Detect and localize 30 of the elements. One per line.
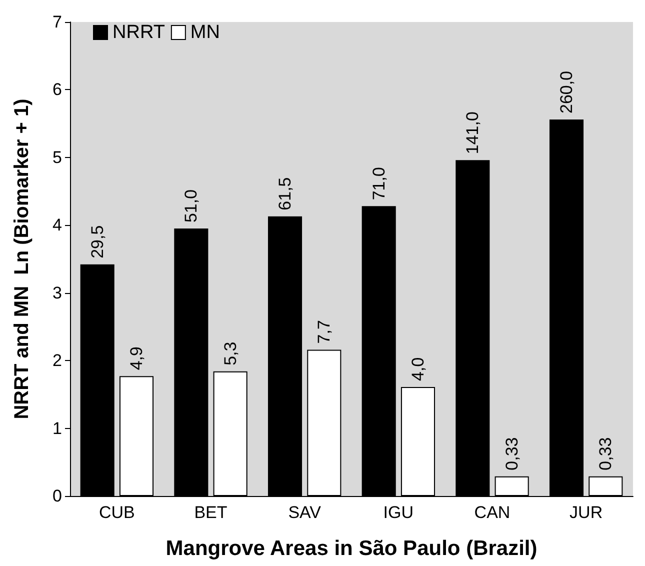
annotation: 0,33	[596, 437, 616, 470]
x-tick-label: JUR	[570, 503, 603, 522]
y-tick-label: 0	[52, 486, 62, 506]
annotation: 51,0	[182, 189, 201, 223]
annotation: 29,5	[88, 225, 107, 258]
y-axis-title: NRRT and MN Ln (Biomarker + 1)	[11, 98, 33, 420]
annotation: 141,0	[463, 112, 482, 154]
annotation: 71,0	[369, 167, 388, 200]
annotation: 61,5	[276, 177, 295, 210]
y-tick-label: 7	[52, 12, 62, 32]
x-tick-label: CAN	[474, 503, 510, 522]
y-tick-label: 4	[52, 216, 62, 235]
annotation: 260,0	[557, 70, 576, 114]
annotation: 5,3	[220, 342, 240, 366]
y-tick-label: 1	[52, 418, 62, 438]
y-tick-label: 6	[52, 80, 62, 100]
annotation: 4,0	[408, 357, 428, 381]
x-tick-label: BET	[194, 503, 228, 522]
annotation: 7,7	[314, 320, 334, 344]
annotation: 0,33	[502, 437, 522, 470]
x-tick-label: IGU	[383, 503, 414, 522]
x-tick-label: SAV	[288, 503, 322, 522]
legend-label: NRRT	[112, 22, 166, 43]
y-tick-label: 3	[52, 283, 62, 302]
x-axis-title: Mangrove Areas in São Paulo (Brazil)	[166, 537, 538, 560]
annotation: 4,9	[126, 346, 146, 370]
y-tick-label: 2	[52, 351, 62, 370]
y-tick-label: 5	[52, 148, 62, 167]
legend-label: MN	[190, 22, 220, 43]
x-tick-label: CUB	[98, 503, 135, 522]
